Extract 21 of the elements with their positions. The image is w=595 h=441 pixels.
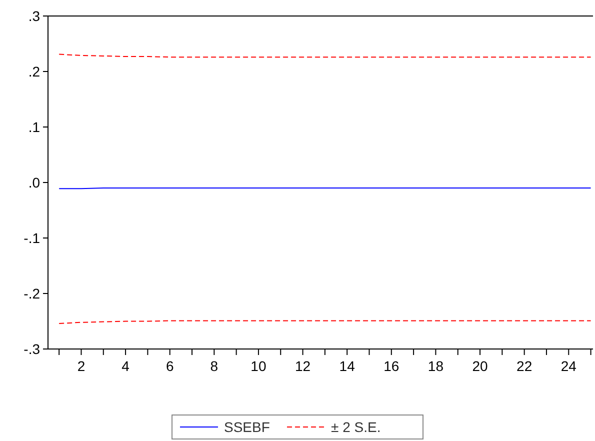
legend-label: SSEBF bbox=[224, 418, 270, 435]
y-tick-label: -.3 bbox=[24, 340, 40, 357]
y-tick-label: .0 bbox=[28, 174, 40, 190]
x-tick-label: 4 bbox=[122, 358, 130, 374]
x-tick-label: 16 bbox=[384, 358, 400, 374]
x-tick-label: 18 bbox=[428, 358, 444, 374]
x-tick-label: 22 bbox=[516, 358, 532, 374]
legend-label: ± 2 S.E. bbox=[331, 418, 381, 435]
y-tick-label: .2 bbox=[28, 63, 40, 80]
y-tick-label: .3 bbox=[28, 8, 40, 24]
x-tick-label: 12 bbox=[294, 358, 311, 374]
x-tick-label: 6 bbox=[166, 358, 174, 374]
y-tick-label: -.1 bbox=[24, 230, 40, 246]
x-tick-label: 2 bbox=[77, 358, 86, 374]
x-tick-label: 10 bbox=[250, 358, 266, 374]
x-tick-label: 20 bbox=[472, 358, 488, 374]
x-tick-label: 8 bbox=[210, 358, 218, 374]
y-tick-label: -.2 bbox=[24, 285, 40, 302]
y-tick-label: .1 bbox=[28, 118, 40, 135]
x-tick-label: 24 bbox=[560, 358, 577, 374]
x-tick-label: 14 bbox=[339, 358, 356, 374]
